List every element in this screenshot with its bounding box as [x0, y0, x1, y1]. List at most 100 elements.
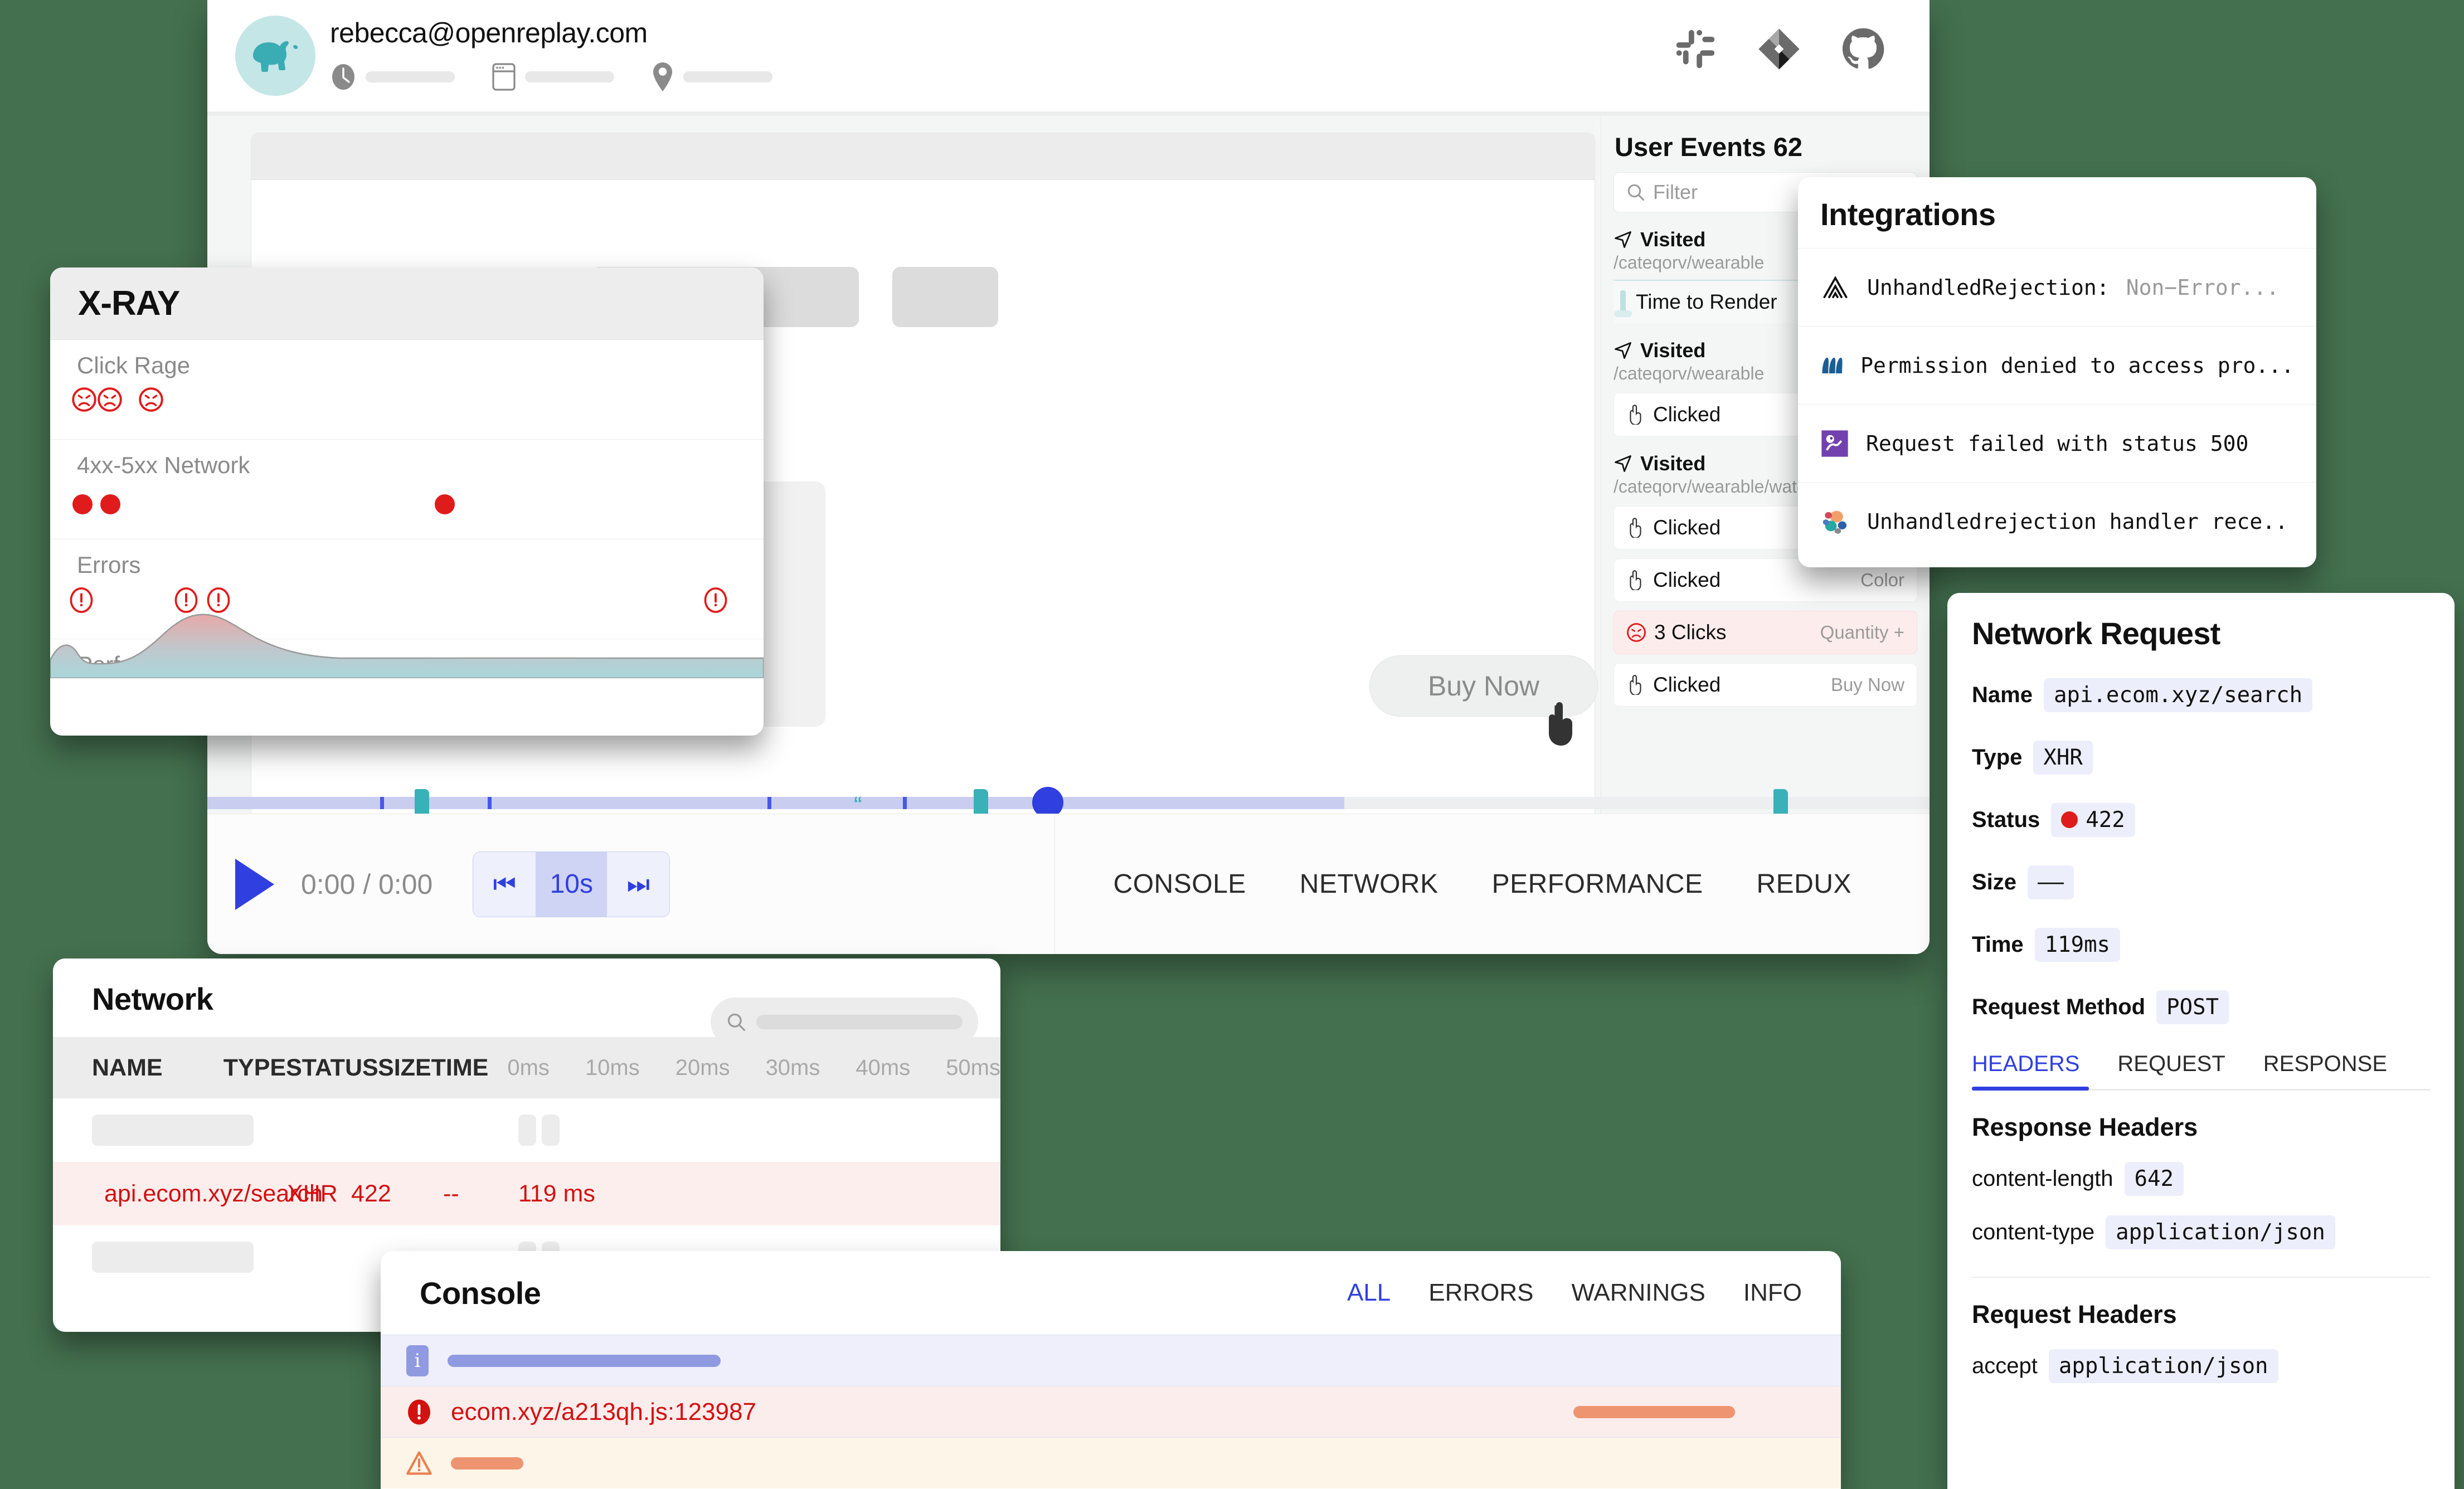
navigate-icon: [1615, 342, 1631, 359]
timeline-playhead[interactable]: [1032, 787, 1063, 818]
column-name[interactable]: NAME: [92, 1054, 163, 1081]
search-placeholder-bar: [756, 1015, 963, 1029]
timeline-note-marker[interactable]: “: [854, 792, 862, 819]
tab-response[interactable]: RESPONSE: [2263, 1052, 2388, 1076]
time-to-render-label: Time to Render: [1636, 290, 1777, 313]
console-error-bar: [1573, 1405, 1735, 1418]
tab-redux[interactable]: REDUX: [1756, 869, 1851, 899]
time-tick: 0ms: [507, 1055, 550, 1080]
rage-click-icon[interactable]: [138, 387, 164, 412]
xray-section-errors: Errors: [50, 539, 764, 639]
console-row-warning[interactable]: [381, 1437, 1841, 1488]
xray-section-click-rage: Click Rage: [50, 340, 764, 440]
integration-row[interactable]: UnhandledRejection: Non−Error...: [1798, 248, 2316, 326]
timeline-tick: [903, 797, 907, 809]
forward-button[interactable]: ⏭: [607, 851, 670, 917]
timeline[interactable]: “: [207, 787, 1930, 818]
avatar: [235, 16, 315, 96]
console-row-error[interactable]: ecom.xyz/a213qh.js:123987: [381, 1386, 1841, 1437]
error-icon[interactable]: [703, 586, 728, 614]
visited-label: Visited: [1640, 339, 1706, 362]
tab-headers[interactable]: HEADERS: [1972, 1052, 2080, 1076]
sentry-icon: [1823, 275, 1848, 298]
visited-path: /cateqorv/wearable: [1613, 252, 1765, 273]
field-value-status: 422: [2051, 802, 2135, 837]
column-size[interactable]: SIZE: [378, 1054, 431, 1081]
network-request-title: Network Request: [1972, 616, 2220, 651]
timeline-event-marker[interactable]: [974, 789, 988, 817]
response-headers-title: Response Headers: [1972, 1113, 2198, 1141]
timeline-event-marker[interactable]: [415, 789, 429, 817]
tab-info[interactable]: INFO: [1743, 1279, 1802, 1306]
tab-performance[interactable]: PERFORMANCE: [1491, 869, 1703, 899]
network-request-tabs: HEADERS REQUEST RESPONSE: [1972, 1052, 2430, 1091]
click-icon: [1630, 570, 1641, 590]
rewind-button[interactable]: ⏮: [473, 851, 536, 917]
user-event-row-rage[interactable]: 3 Clicks Quantity +: [1613, 611, 1917, 654]
tab-warnings[interactable]: WARNINGS: [1571, 1279, 1705, 1306]
xray-markers: [50, 379, 764, 439]
pointer-cursor-icon: [1549, 702, 1572, 746]
navigate-icon: [1615, 455, 1631, 472]
xray-title: X-RAY: [78, 284, 180, 323]
time-display: 0:00 / 0:00: [301, 868, 433, 900]
network-error-dot[interactable]: [100, 494, 120, 514]
github-icon[interactable]: [1841, 27, 1885, 71]
info-icon: i: [406, 1345, 429, 1376]
xray-section-label: Errors: [77, 552, 141, 578]
tab-console[interactable]: CONSOLE: [1113, 869, 1246, 899]
xray-header: X-RAY: [50, 267, 764, 340]
buy-now-button[interactable]: Buy Now: [1369, 655, 1598, 717]
integration-row[interactable]: Permission denied to access pro...: [1798, 326, 2316, 404]
status-error-dot: [2061, 811, 2078, 828]
console-header: Console ALL ERRORS WARNINGS INFO: [381, 1251, 1841, 1335]
error-icon[interactable]: [206, 586, 231, 614]
console-row-info[interactable]: i: [381, 1335, 1841, 1386]
column-type[interactable]: TYPE: [223, 1054, 286, 1081]
integration-text: Permission denied to access pro...: [1860, 353, 2294, 378]
tab-request[interactable]: REQUEST: [2117, 1052, 2225, 1076]
click-icon: [1630, 405, 1641, 425]
column-time[interactable]: TIME: [431, 1054, 489, 1081]
tab-network[interactable]: NETWORK: [1299, 869, 1438, 899]
integration-row[interactable]: Unhandledrejection handler rece..: [1798, 482, 2316, 560]
user-event-row[interactable]: Clicked Buy Now: [1613, 663, 1917, 707]
player-controls: 0:00 / 0:00 ⏮ 10s ⏭ CONSOLE NETWORK PERF…: [207, 814, 1930, 954]
header-value: application/json: [2048, 1349, 2278, 1383]
page-skeleton-block: [892, 267, 998, 327]
error-icon[interactable]: [69, 586, 94, 614]
play-button[interactable]: [235, 858, 274, 910]
column-status[interactable]: STATUS: [286, 1054, 378, 1081]
network-search-input[interactable]: [711, 997, 978, 1047]
table-row-skeleton[interactable]: [53, 1098, 1000, 1162]
elastic-icon: [1823, 510, 1847, 534]
xray-section-label: 4xx-5xx Network: [77, 452, 250, 478]
timeline-track[interactable]: “: [207, 787, 1930, 818]
network-error-dot[interactable]: [72, 494, 93, 514]
tab-errors[interactable]: ERRORS: [1428, 1279, 1534, 1306]
search-icon: [727, 1013, 746, 1031]
header-integration-icons: [1674, 27, 1885, 71]
field-key: Request Method: [1972, 994, 2146, 1019]
rage-click-icon[interactable]: [71, 387, 97, 412]
integration-row[interactable]: Request failed with status 500: [1798, 404, 2316, 482]
visited-row[interactable]: Visited: [1613, 339, 1917, 362]
error-icon[interactable]: [174, 586, 198, 614]
xray-section-label: Click Rage: [77, 352, 191, 378]
network-error-dot[interactable]: [435, 494, 455, 514]
user-events-title: User Events 62: [1615, 132, 1803, 162]
clock-icon: [332, 64, 354, 90]
timeline-event-marker[interactable]: [1773, 789, 1788, 817]
response-header-row: content-type application/json: [1972, 1205, 2430, 1259]
visited-row[interactable]: Visited: [1613, 228, 1917, 251]
table-row[interactable]: api.ecom.xyz/search XHR 422 -- 119 ms: [53, 1162, 1000, 1225]
tab-all[interactable]: ALL: [1347, 1279, 1391, 1306]
field-key: Status: [1972, 807, 2040, 832]
sentry-icon[interactable]: [1757, 27, 1801, 71]
rage-click-icon[interactable]: [97, 387, 123, 412]
status-code: 422: [2086, 807, 2125, 833]
meta-location: [651, 61, 772, 93]
skip-amount-label[interactable]: 10s: [536, 851, 608, 917]
slack-icon[interactable]: [1674, 28, 1717, 70]
visited-row[interactable]: Visited: [1613, 452, 1917, 475]
